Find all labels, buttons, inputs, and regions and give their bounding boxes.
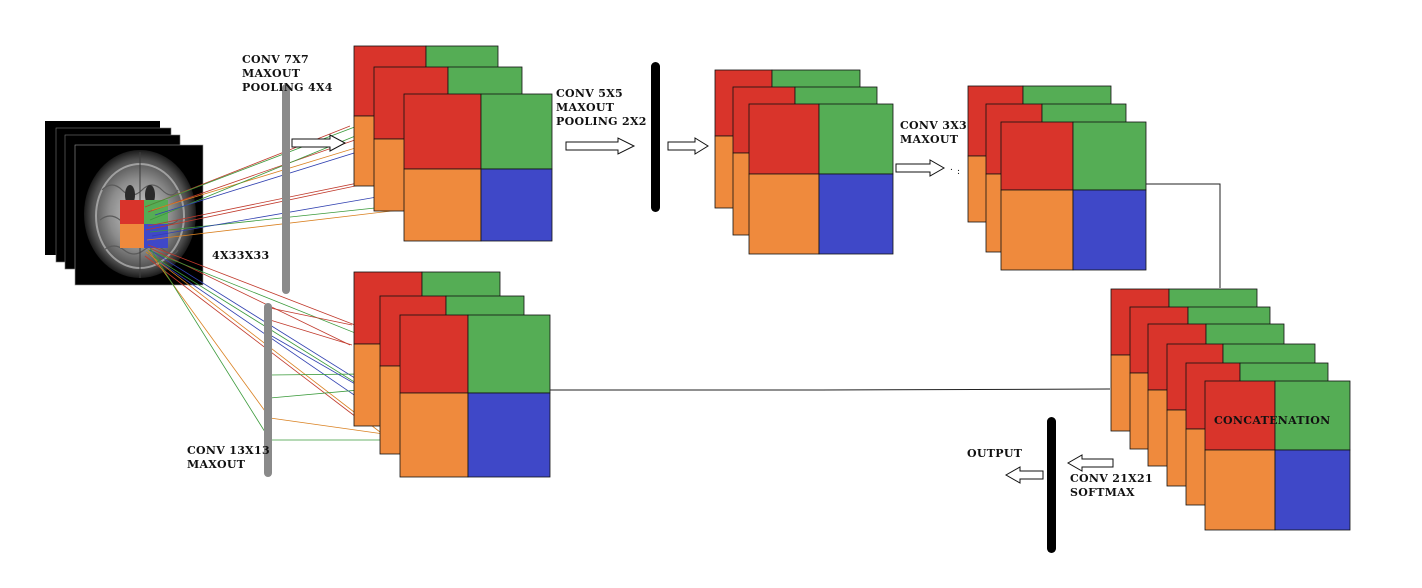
feature-map-stack-2 (714, 69, 894, 255)
conv21-label: CONV 21X21 SOFTMAX (1070, 472, 1157, 499)
input-patch-red (120, 200, 144, 224)
output-label: OUTPUT (967, 447, 1023, 460)
conv13-label: CONV 13X13 MAXOUT (187, 444, 274, 471)
black-bar-output (1047, 417, 1056, 553)
conv7-label: CONV 7X7 MAXOUT POOLING 4X4 (242, 53, 333, 94)
connector-upper-to-concat (1146, 183, 1221, 288)
arrow-to-bar-1 (565, 137, 636, 155)
conv5-label: CONV 5X5 MAXOUT POOLING 2X2 (556, 87, 647, 128)
gray-bar-lower (264, 303, 272, 477)
feature-map-stack-3 (967, 85, 1147, 271)
black-bar-1 (651, 62, 660, 212)
concatenation-label: CONCATENATION (1214, 414, 1331, 427)
dots-2: : (957, 167, 960, 177)
connector-lower-to-concat (550, 388, 1111, 391)
feature-map-stack-1 (353, 45, 553, 242)
feature-map-stack-lower (353, 271, 551, 478)
arrows (291, 134, 1114, 484)
arrow-to-stack-1 (291, 134, 347, 152)
input-size-label: 4X33X33 (212, 249, 269, 262)
input-patch-orange (120, 224, 144, 248)
conv3-label: CONV 3X3 MAXOUT (900, 119, 971, 146)
gray-bar-upper (282, 84, 290, 294)
input-mri-stack (45, 121, 204, 286)
dots: . (950, 163, 953, 173)
arrow-concat-to-bar (1066, 454, 1114, 472)
arrow-to-stack-2 (667, 137, 709, 155)
concatenation-stack (1110, 288, 1351, 531)
arrow-to-output (1004, 466, 1044, 484)
arrow-to-stack-3 (895, 159, 946, 177)
